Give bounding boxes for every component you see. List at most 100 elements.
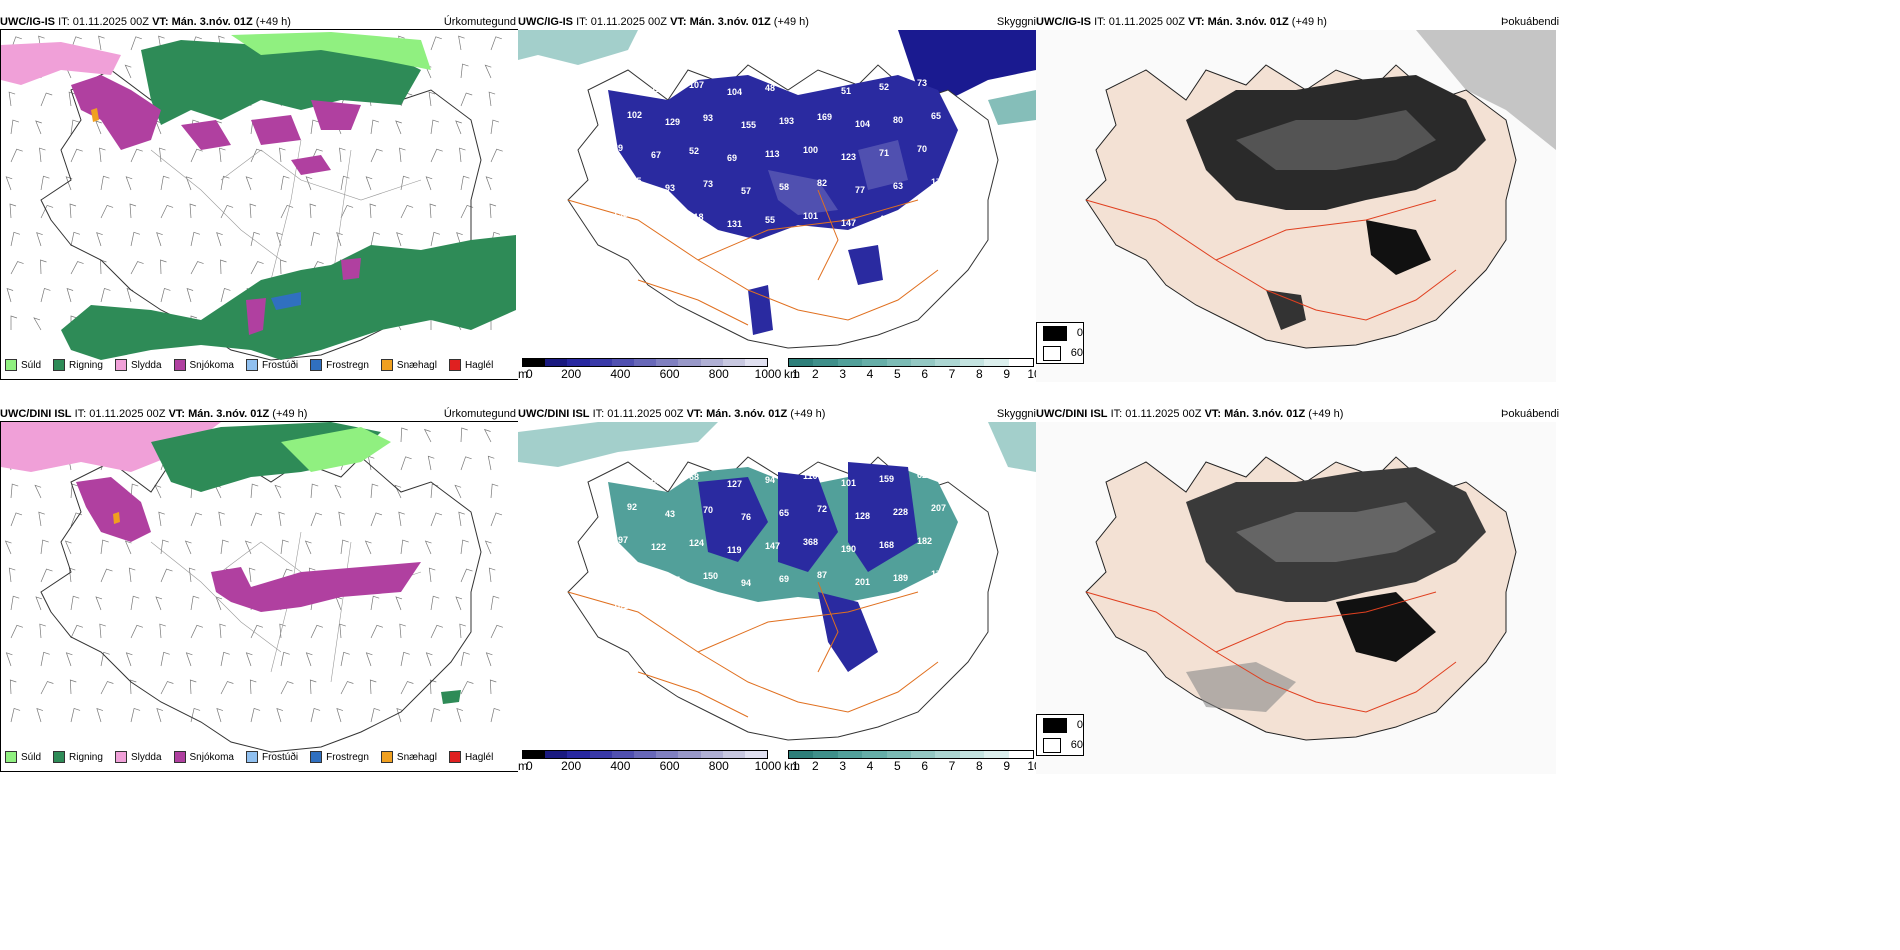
wind-barb — [458, 511, 465, 527]
cloud-base-value: 67 — [803, 79, 813, 89]
wind-barb — [219, 623, 226, 639]
colorbar-segment — [959, 359, 985, 366]
panel-header: UWC/IG-IS IT: 01.11.2025 00Z VT: Mán. 3.… — [1036, 14, 1327, 30]
wind-barb — [10, 119, 20, 135]
wind-barb — [95, 120, 102, 135]
init-time: 01.11.2025 00Z — [607, 408, 684, 420]
wind-barb — [100, 651, 110, 667]
wind-barb — [340, 681, 354, 695]
cloud-base-value: 147 — [841, 218, 856, 228]
wind-barb — [430, 148, 443, 163]
colorbar-segment — [611, 751, 634, 758]
legend-swatch — [448, 359, 461, 371]
wind-barb — [280, 204, 294, 219]
wind-barb — [250, 231, 261, 247]
wind-barb — [304, 540, 312, 555]
wind-barb — [40, 287, 51, 303]
wind-barb — [430, 595, 440, 611]
legend-label: Rigning — [69, 751, 103, 763]
wind-barb — [490, 148, 503, 163]
colorbar-segment — [678, 359, 701, 366]
snow-band-central — [211, 562, 421, 612]
colorbar-segment — [589, 359, 612, 366]
wind-barb — [220, 681, 234, 695]
cloud-base-value: 168 — [879, 540, 894, 550]
wind-barb — [334, 484, 342, 499]
wind-barb — [35, 596, 43, 611]
wind-barb — [40, 651, 50, 667]
legend-item: Snjókoma — [173, 751, 234, 763]
cloud-base-value: 114 — [689, 604, 704, 614]
colorbar-km-unit: km — [784, 367, 800, 381]
legend-item: Súld — [5, 359, 41, 371]
cloud-base-value: 136 — [613, 77, 628, 87]
vis-legend-label: 60 — [1070, 347, 1083, 359]
wind-barb — [487, 455, 495, 471]
wind-barb — [485, 176, 493, 191]
wind-barb — [128, 567, 136, 583]
cloud-base-labels: 136 112 107 104 48 67 51 52 73 102 129 93 155 193 169 1… — [613, 77, 946, 252]
cloud-base-value: 94 — [765, 475, 775, 485]
legend-label: Haglél — [464, 359, 494, 371]
wind-barb — [130, 483, 139, 499]
wind-barb — [39, 147, 46, 163]
iceland-outline — [40, 456, 482, 753]
vis-legend-row: 60 — [1037, 343, 1083, 363]
cloud-base-value: 122 — [651, 542, 666, 552]
cloud-base-value: 43 — [665, 509, 675, 519]
cloud-base-value: 73 — [703, 179, 713, 189]
wind-barb — [156, 232, 163, 247]
wind-barb — [250, 624, 264, 639]
colorbar-segment — [589, 751, 612, 758]
wind-barb — [400, 681, 414, 695]
colorbar-tick: 4 — [866, 367, 874, 381]
wind-barb — [429, 203, 437, 219]
wind-barb — [70, 707, 81, 723]
colorbar-tick: 1 — [792, 759, 799, 773]
colorbar-segment — [523, 751, 546, 758]
init-label: IT: — [74, 408, 87, 420]
wind-barb — [65, 652, 73, 667]
wind-barb — [130, 261, 144, 275]
legend-label: Súld — [21, 751, 42, 763]
legend-label: Frostúði — [261, 359, 299, 371]
cloud-base-value: 207 — [931, 503, 946, 513]
legend-swatch — [173, 359, 186, 371]
legend-swatch — [53, 751, 66, 763]
snow-area-westfjords — [76, 477, 151, 542]
colorbar-segment — [656, 359, 679, 366]
wind-barb — [130, 624, 144, 639]
colorbar-tick: 6 — [921, 367, 928, 381]
cloud-base-value: 101 — [841, 478, 856, 488]
road-network — [1085, 591, 1457, 713]
wind-barb — [340, 175, 350, 191]
colorbar-m-unit: m — [518, 367, 528, 381]
cloud-base-value: 201 — [855, 577, 870, 587]
wind-barb — [100, 175, 110, 191]
wind-barb — [398, 511, 405, 527]
wind-barb — [430, 707, 441, 723]
wind-barb — [10, 148, 23, 163]
wind-barb — [488, 567, 496, 583]
wind-barb — [460, 568, 473, 583]
model-name: UWC/IG-IS — [0, 16, 55, 28]
legend-label: Snæhagl — [396, 751, 437, 763]
wind-barb — [95, 596, 103, 611]
cloud-base-value: 172 — [931, 569, 946, 579]
wind-barb — [129, 679, 137, 695]
colorbar-segment — [744, 359, 768, 366]
cloud-base-value: 51 — [841, 86, 851, 96]
wind-barb — [250, 512, 263, 527]
wind-barb — [490, 707, 501, 723]
wind-barb — [39, 623, 46, 639]
lead-time: (+49 h) — [773, 16, 809, 28]
colorbar-segment — [567, 359, 590, 366]
cloud-base-labels: 73 58 68 127 94 110 101 159 62 92 43 70 76 65 72 128 228… — [613, 469, 946, 621]
wind-barb — [125, 176, 133, 191]
colorbar-m: m 0 200 400 600 800 1000 — [518, 750, 781, 773]
wind-barb — [428, 567, 436, 583]
precip-legend: Súld Rigning Slydda Snjókoma Frostúði Frostre… — [5, 357, 493, 373]
wind-barb — [400, 456, 412, 471]
panel-header: UWC/IG-IS IT: 01.11.2025 00Z VT: Mán. 3.… — [0, 14, 291, 30]
fog-map — [1036, 30, 1556, 382]
